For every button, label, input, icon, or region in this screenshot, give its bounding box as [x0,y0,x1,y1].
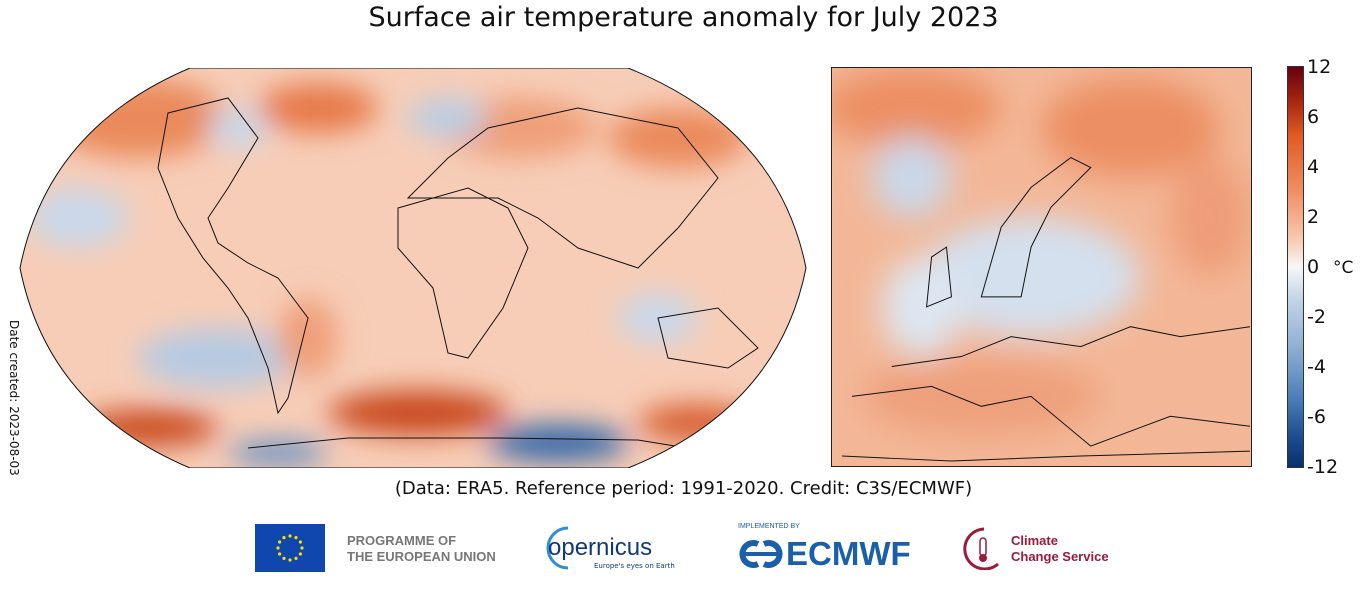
colorbar-tick: -4 [1307,356,1326,378]
thermometer-cloud-icon [963,527,999,570]
ecmwf-symbol-icon [739,540,783,568]
colorbar-tick: -2 [1307,306,1326,328]
implemented-by-text: IMPLEMENTED BY [738,523,800,530]
eu-stars-icon [276,534,304,562]
eu-line-2: THE EUROPEAN UNION [347,549,496,564]
chart-title: Surface air temperature anomaly for July… [368,2,999,33]
copernicus-logo: opernicus Europe's eyes on Earth [538,524,678,572]
ecmwf-wordmark: ECMWF [786,535,911,572]
colorbar-tick: 6 [1307,106,1320,128]
c3s-line-2: Change Service [1011,549,1109,564]
copernicus-wordmark: opernicus [548,534,653,561]
colorbar-tick: 12 [1307,56,1332,78]
colorbar-tick: -6 [1307,406,1326,428]
colorbar-tick: 2 [1307,206,1320,228]
date-created: Date created: 2023-08-03 [7,320,21,476]
colorbar-tick: 4 [1307,156,1320,178]
eu-line-1: PROGRAMME OF [347,533,457,548]
copernicus-arc-icon [546,526,569,570]
colorbar-unit: °C [1333,258,1354,278]
colorbar-tick: -12 [1307,456,1339,478]
copernicus-tagline: Europe's eyes on Earth [594,562,675,570]
colorbar [1287,66,1304,468]
europe-anomaly-map [831,67,1252,467]
c3s-line-1: Climate [1011,533,1058,548]
colorbar-tick: 0 [1307,256,1320,278]
global-anomaly-map [19,68,807,468]
eu-flag-logo [255,524,325,572]
eu-programme-text: PROGRAMME OF THE EUROPEAN UNION [347,533,496,565]
credit-line: (Data: ERA5. Reference period: 1991-2020… [394,478,973,499]
